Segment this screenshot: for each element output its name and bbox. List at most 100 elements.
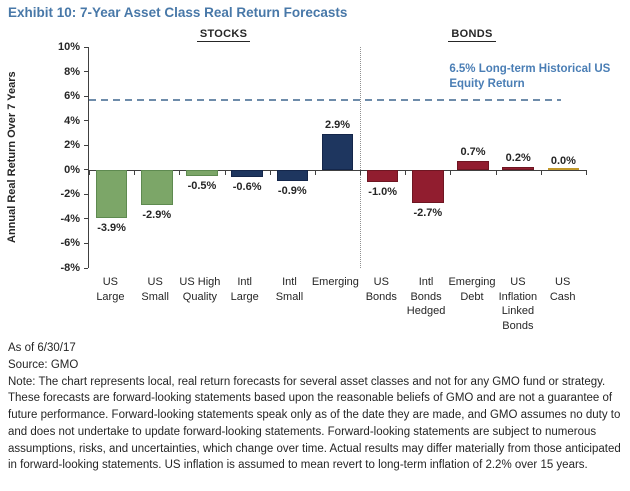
y-tick-label: 2%	[64, 139, 80, 152]
y-tick: 10%	[58, 41, 88, 53]
x-category-label: Emerging	[312, 275, 359, 333]
disclosure-note: Note: The chart represents local, real r…	[8, 375, 621, 472]
x-category-label-line: Intl	[237, 276, 253, 288]
y-tick: 8%	[64, 66, 88, 78]
x-category-label: US Large	[88, 275, 133, 333]
bar-intl-large	[231, 169, 263, 178]
bar-us-bonds	[366, 169, 399, 183]
y-tick-label: 0%	[64, 163, 80, 176]
group-header-label: STOCKS	[196, 28, 251, 42]
x-category-label-line: Inflation	[498, 290, 538, 303]
group-header-label: BONDS	[448, 28, 496, 42]
x-category-label-line: Quality	[182, 290, 218, 303]
source-line: Source: GMO	[8, 358, 79, 371]
y-tick: 6%	[64, 90, 88, 102]
x-category-label-line: US	[373, 276, 389, 288]
x-category-label-line: Large	[96, 290, 125, 303]
y-tick: 0%	[64, 164, 88, 176]
bar-value-label: -1.0%	[368, 186, 398, 199]
x-category-label-line: Emerging	[311, 276, 359, 288]
bar-value-label: -0.6%	[232, 181, 262, 194]
bar-us-cash	[547, 167, 580, 171]
y-tick-label: 10%	[57, 41, 80, 53]
y-tick-label: 6%	[64, 90, 80, 103]
category-tick	[134, 169, 136, 175]
x-category-label: Intl Large	[222, 275, 267, 333]
category-tick	[405, 169, 407, 175]
y-tick: -2%	[60, 188, 88, 200]
x-category-label-line: Bonds	[502, 319, 534, 332]
category-tick	[314, 169, 316, 175]
y-tick-mark	[84, 218, 88, 220]
y-tick-label: 4%	[64, 114, 80, 127]
x-category-label-line: US	[147, 276, 163, 288]
y-tick-mark	[84, 242, 88, 244]
bar-us-small	[140, 169, 173, 206]
x-axis-labels: US Large US Small US High Quality Intl Large Int…	[88, 275, 585, 333]
as-of-date: As of 6/30/17	[8, 342, 76, 354]
bar-value-label: -2.9%	[142, 209, 172, 222]
bar-us-large	[95, 169, 128, 218]
y-tick: 4%	[64, 115, 88, 127]
x-category-label-line: Hedged	[406, 305, 446, 318]
x-category-label-line: Intl	[418, 276, 434, 288]
y-tick-label: -4%	[60, 212, 80, 225]
x-category-label-line: Intl	[282, 276, 297, 288]
bar-value-label: 2.9%	[324, 119, 351, 132]
category-tick	[495, 169, 497, 175]
bar-emerging	[321, 134, 354, 170]
reference-line	[89, 98, 562, 102]
bar-value-label: -0.9%	[277, 184, 307, 197]
x-category-label: Intl Bonds Hedged	[404, 275, 449, 333]
y-tick: -8%	[60, 262, 88, 274]
bar-value-label: -2.7%	[413, 206, 443, 219]
y-tick: -4%	[60, 213, 88, 225]
x-category-label: US High Quality	[178, 275, 223, 333]
y-tick: -6%	[60, 237, 88, 249]
x-category-label: US Bonds	[359, 275, 404, 333]
x-category-label-line: Bonds	[410, 290, 442, 303]
y-tick-label: 8%	[64, 65, 80, 78]
y-tick-label: -2%	[60, 188, 80, 201]
bar-emerging-debt	[457, 161, 489, 170]
y-tick-mark	[84, 267, 88, 269]
x-category-label-line: US	[102, 276, 119, 288]
y-tick-mark	[84, 120, 88, 122]
group-headers: STOCKS BONDS	[88, 28, 585, 45]
y-tick-mark	[84, 144, 88, 146]
bar-value-label: 0.0%	[550, 154, 576, 167]
y-tick-mark	[84, 46, 88, 48]
category-tick	[224, 169, 226, 175]
bar-us-inflation-linked-bonds	[502, 167, 535, 170]
x-category-label: Emerging Debt	[448, 275, 495, 333]
x-category-label-line: Emerging	[448, 276, 496, 288]
y-tick: 2%	[64, 139, 88, 151]
y-tick-label: -6%	[60, 237, 80, 250]
y-tick-label: -8%	[60, 262, 80, 274]
x-category-label-line: US	[510, 276, 526, 288]
category-tick	[586, 169, 587, 175]
bar-us-high-quality	[186, 169, 218, 176]
category-tick	[179, 169, 181, 175]
x-category-label-line: US	[555, 276, 571, 288]
x-category-label-line: Small	[141, 290, 169, 303]
plot-area: 6.5% Long-term Historical US Equity Retu…	[88, 47, 610, 268]
x-category-label: US Small	[133, 275, 178, 333]
bar-value-label: -0.5%	[187, 179, 217, 192]
x-category-label: US Cash	[540, 275, 585, 333]
category-tick	[89, 169, 90, 175]
x-category-label: US Inflation Linked Bonds	[496, 275, 541, 333]
category-tick	[450, 169, 452, 175]
y-tick-mark	[84, 193, 88, 195]
chart-title: Exhibit 10: 7-Year Asset Class Real Retu…	[8, 5, 348, 20]
bar-intl-bonds-hedged	[412, 169, 444, 203]
x-category-label: Intl Small	[267, 275, 312, 333]
bar-value-label: 0.7%	[460, 146, 486, 159]
reference-annotation-line2: Equity Return	[449, 78, 525, 91]
group-header-bonds: BONDS	[359, 28, 585, 42]
x-category-label-line: Large	[230, 290, 259, 303]
y-tick-mark	[84, 95, 88, 97]
footer: As of 6/30/17 Source: GMO Note: The char…	[8, 340, 625, 474]
x-category-label-line: US High	[179, 276, 221, 288]
